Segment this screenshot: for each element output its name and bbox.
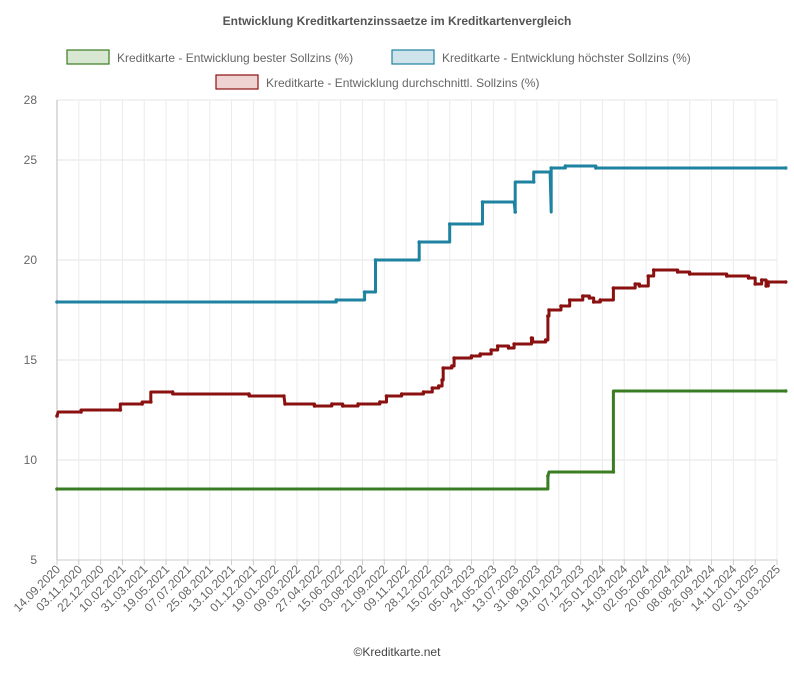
data-point[interactable] xyxy=(746,276,751,280)
data-point[interactable] xyxy=(529,336,534,340)
data-point[interactable] xyxy=(247,392,251,396)
data-point[interactable] xyxy=(594,166,598,170)
data-point[interactable] xyxy=(440,378,444,382)
data-point[interactable] xyxy=(478,352,483,356)
data-point[interactable] xyxy=(489,348,494,352)
data-point[interactable] xyxy=(480,200,485,204)
y-tick-label: 15 xyxy=(24,353,38,367)
data-point[interactable] xyxy=(334,298,339,302)
data-point[interactable] xyxy=(548,170,552,174)
data-point[interactable] xyxy=(55,487,59,491)
data-point[interactable] xyxy=(611,470,616,474)
chart-title: Entwicklung Kreditkartenzinssaetze im Kr… xyxy=(223,14,572,28)
data-point[interactable] xyxy=(563,164,568,168)
data-point[interactable] xyxy=(547,308,551,312)
legend-swatch-0[interactable] xyxy=(66,49,110,65)
data-point[interactable] xyxy=(559,304,563,308)
data-point[interactable] xyxy=(362,290,367,294)
y-tick-label: 5 xyxy=(30,553,37,567)
data-point[interactable] xyxy=(637,284,642,288)
y-tick-label: 25 xyxy=(24,153,38,167)
data-point[interactable] xyxy=(567,298,572,302)
data-point[interactable] xyxy=(766,280,771,284)
data-point[interactable] xyxy=(437,384,441,388)
data-point[interactable] xyxy=(646,274,651,278)
data-point[interactable] xyxy=(384,394,389,398)
data-point[interactable] xyxy=(341,404,345,408)
data-point[interactable] xyxy=(170,390,175,394)
series-line-core-2 xyxy=(56,269,786,417)
series-line-core-1 xyxy=(57,165,786,303)
data-point[interactable] xyxy=(549,166,553,170)
data-point[interactable] xyxy=(441,366,446,370)
data-point[interactable] xyxy=(55,300,59,304)
y-tick-label: 28 xyxy=(24,93,38,107)
data-point[interactable] xyxy=(725,274,729,278)
data-point[interactable] xyxy=(759,278,764,282)
y-tick-label: 10 xyxy=(24,453,38,467)
x-axis: 14.09.202003.11.202022.12.202010.02.2021… xyxy=(11,560,783,615)
data-point[interactable] xyxy=(581,294,585,298)
data-point[interactable] xyxy=(764,284,768,288)
data-point[interactable] xyxy=(447,222,452,226)
series-group xyxy=(55,164,788,491)
data-point[interactable] xyxy=(530,340,535,344)
data-point[interactable] xyxy=(118,408,123,412)
data-point[interactable] xyxy=(430,386,435,390)
data-point[interactable] xyxy=(283,402,287,406)
legend-swatch-2[interactable] xyxy=(215,74,259,90)
data-point[interactable] xyxy=(421,390,426,394)
data-point[interactable] xyxy=(312,404,317,408)
data-point[interactable] xyxy=(598,298,603,302)
data-point[interactable] xyxy=(452,356,456,360)
data-point[interactable] xyxy=(506,346,511,350)
data-point[interactable] xyxy=(450,364,454,368)
data-point[interactable] xyxy=(149,400,153,404)
data-point[interactable] xyxy=(783,166,788,170)
data-point[interactable] xyxy=(512,342,516,346)
data-point[interactable] xyxy=(330,402,334,406)
data-point[interactable] xyxy=(687,272,692,276)
data-point[interactable] xyxy=(611,286,616,290)
series-line-core-0 xyxy=(57,390,786,490)
data-point[interactable] xyxy=(282,394,286,398)
grid xyxy=(56,99,778,561)
data-point[interactable] xyxy=(513,210,517,214)
data-point[interactable] xyxy=(587,296,592,300)
data-point[interactable] xyxy=(140,402,144,406)
data-point[interactable] xyxy=(531,180,536,184)
data-point[interactable] xyxy=(79,410,83,414)
footer-credit: ©Kreditkarte.net xyxy=(354,645,442,659)
data-point[interactable] xyxy=(783,280,788,284)
legend-label-0[interactable]: Kreditkarte - Entwicklung bester Sollzin… xyxy=(117,51,353,65)
data-point[interactable] xyxy=(399,392,404,396)
legend: Kreditkarte - Entwicklung bester Sollzin… xyxy=(66,49,691,90)
legend-label-1[interactable]: Kreditkarte - Entwicklung höchster Sollz… xyxy=(442,51,691,65)
data-point[interactable] xyxy=(543,338,548,342)
data-point[interactable] xyxy=(783,389,788,393)
data-point[interactable] xyxy=(591,300,596,304)
data-point[interactable] xyxy=(417,240,422,244)
data-point[interactable] xyxy=(469,354,474,358)
data-point[interactable] xyxy=(55,414,59,418)
legend-swatch-1[interactable] xyxy=(391,49,435,65)
y-tick-label: 20 xyxy=(24,253,38,267)
y-axis: 5 10 15 20 25 28 xyxy=(24,93,777,567)
data-point[interactable] xyxy=(546,474,550,478)
data-point[interactable] xyxy=(633,282,637,286)
data-point[interactable] xyxy=(651,268,656,272)
data-point[interactable] xyxy=(753,282,757,286)
data-point[interactable] xyxy=(495,344,500,348)
data-point[interactable] xyxy=(356,402,360,406)
data-point[interactable] xyxy=(675,270,680,274)
data-point[interactable] xyxy=(378,400,382,404)
data-point[interactable] xyxy=(373,258,378,262)
data-point[interactable] xyxy=(546,314,550,318)
legend-label-2[interactable]: Kreditkarte - Entwicklung durchschnittl.… xyxy=(266,76,539,90)
